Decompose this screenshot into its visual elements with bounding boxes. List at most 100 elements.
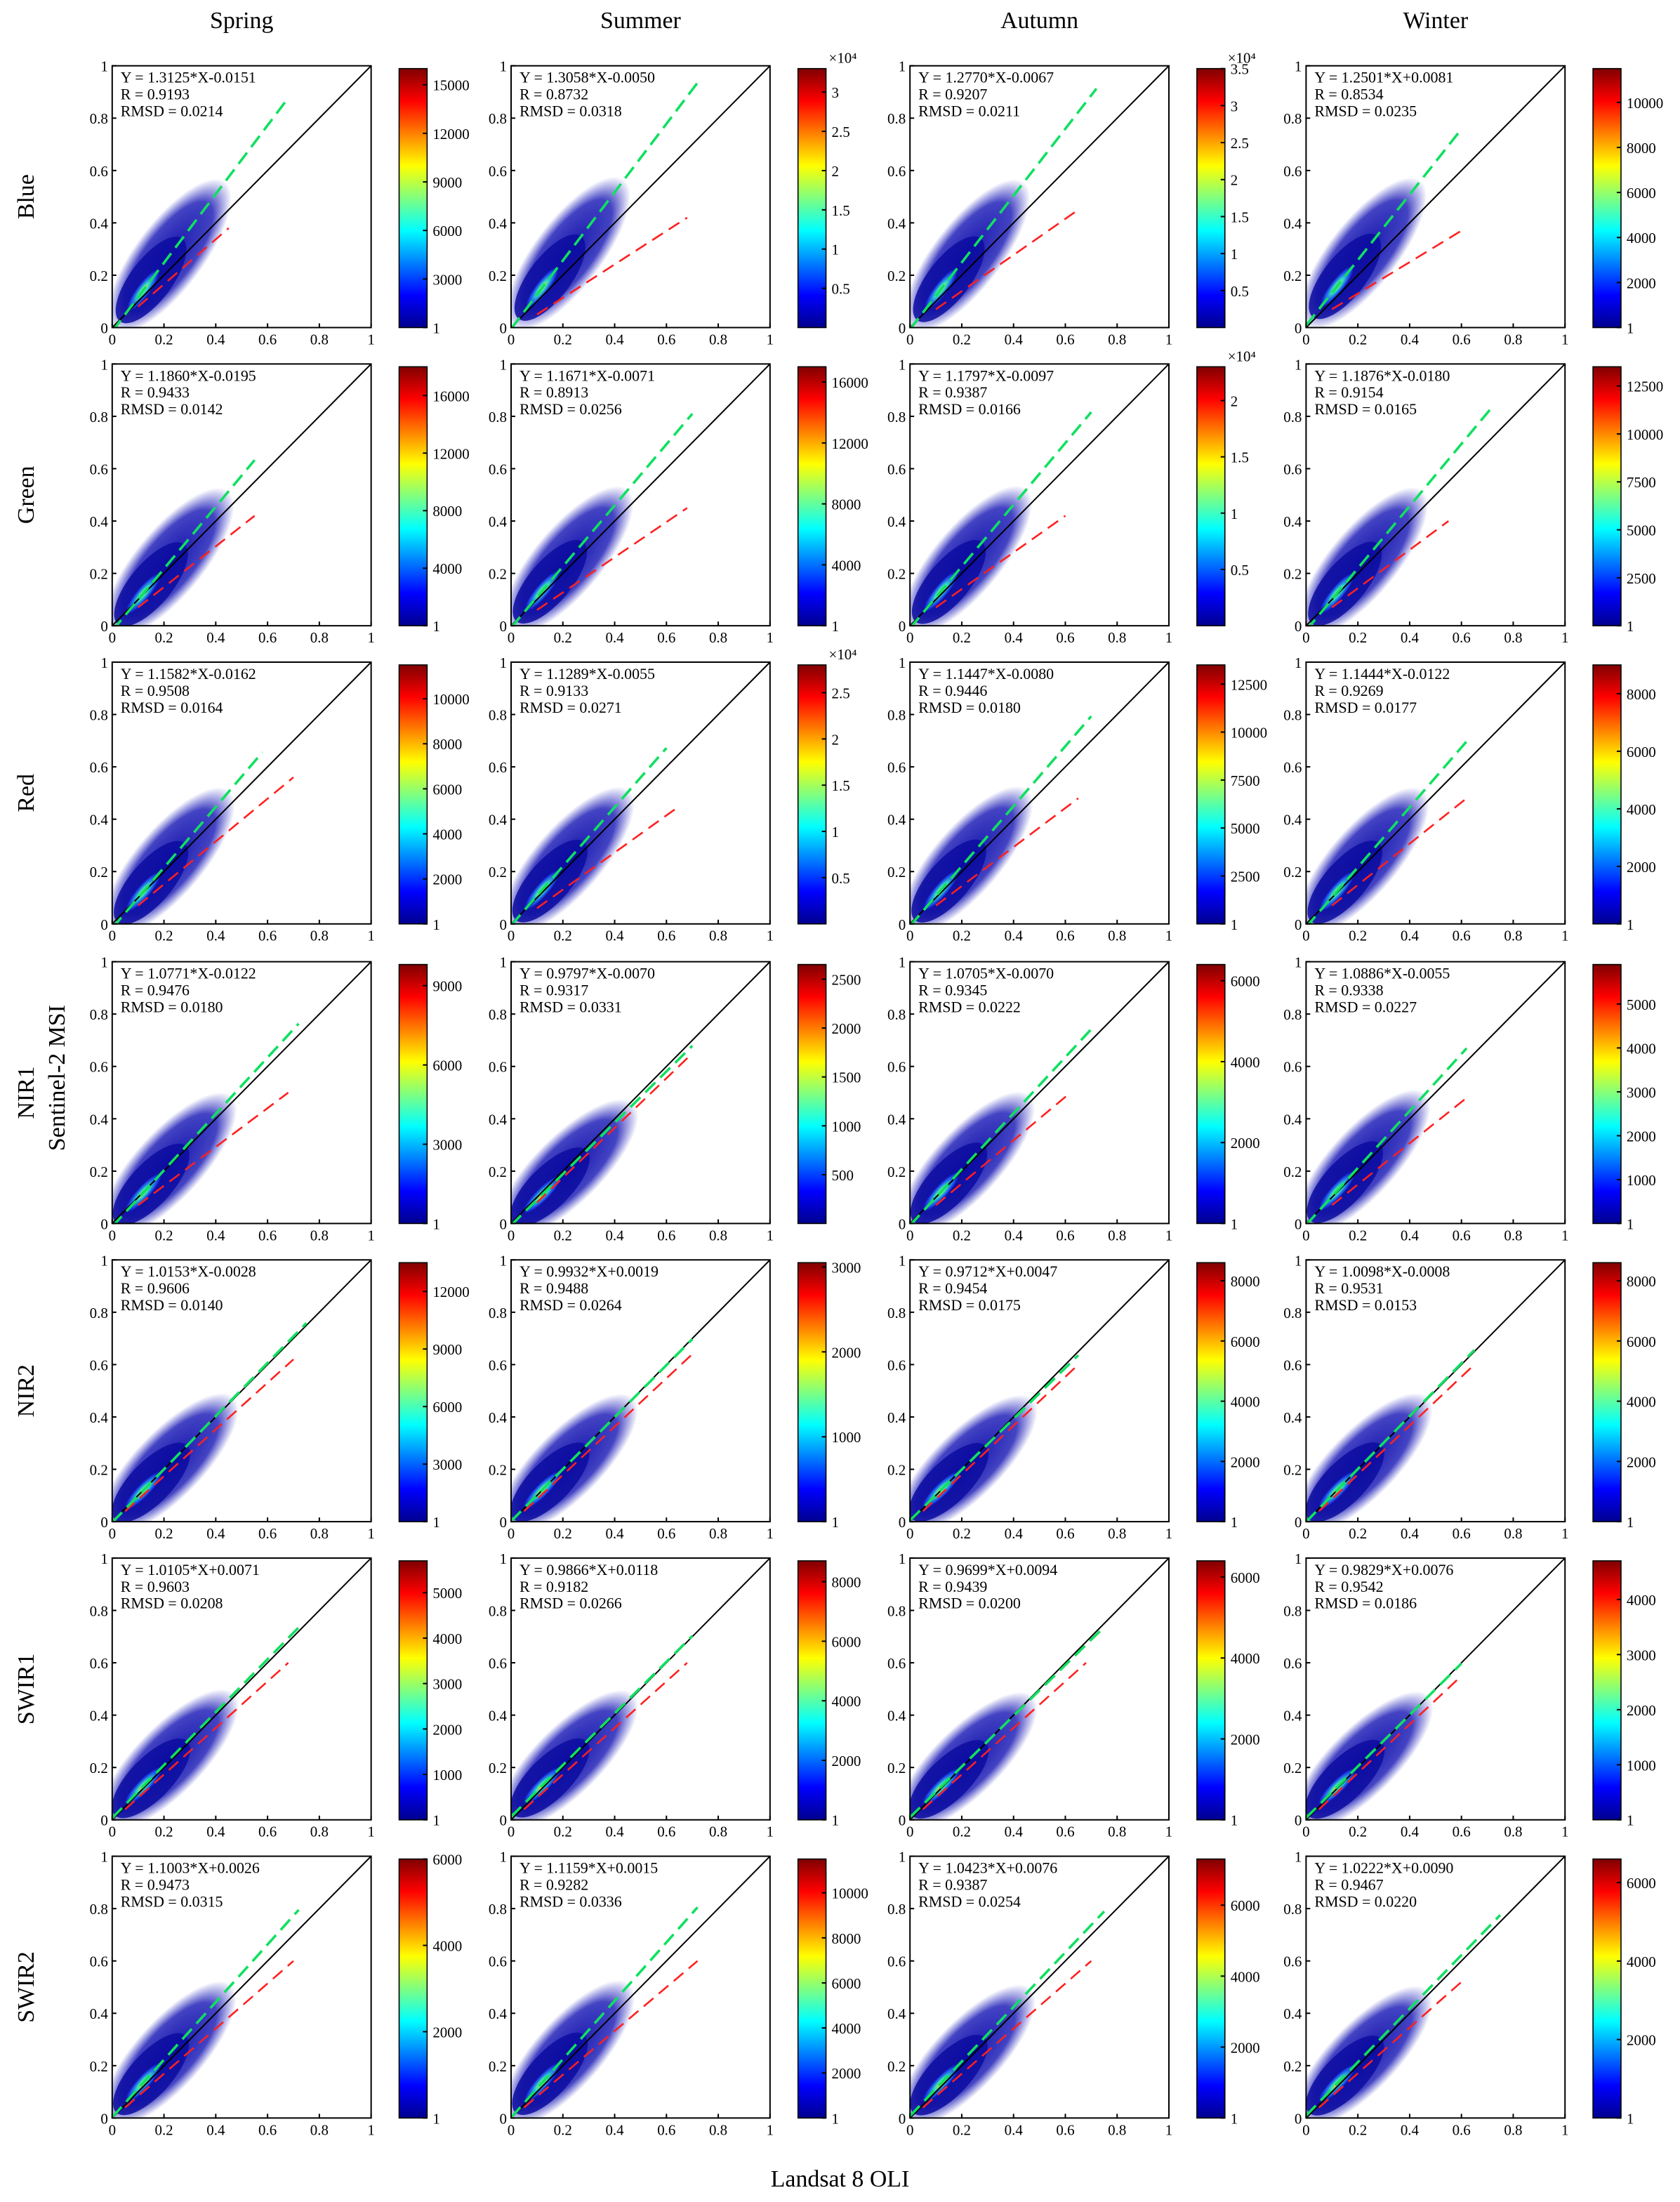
colorbar-tick-label: 1: [832, 824, 839, 840]
y-tick-label: 0.6: [90, 163, 108, 180]
one-to-one-line: [909, 661, 1170, 925]
x-tick-label: 0.6: [1056, 331, 1074, 348]
x-tick-label: 0: [109, 2121, 116, 2138]
x-tick-label: 0.6: [258, 629, 277, 646]
colorbar-tick-label: 2000: [1627, 1702, 1656, 1719]
x-tick-label: 0.4: [605, 1227, 624, 1244]
colorbar-tick-label: 1: [832, 242, 839, 258]
colorbar-tick-label: 10000: [1231, 725, 1267, 741]
colorbar-tick-label: 6000: [1627, 744, 1656, 760]
plot-frame: [111, 1855, 372, 2119]
y-tick-label: 0.8: [90, 1006, 108, 1023]
x-tick-label: 0.2: [953, 1824, 971, 1840]
y-tick-label: 0.6: [887, 1357, 906, 1373]
y-tick-label: 0.6: [1283, 1357, 1302, 1373]
row-label: NIR2: [13, 1364, 39, 1417]
x-tick-label: 0: [906, 928, 913, 944]
x-tick-label: 1: [1165, 1824, 1172, 1840]
y-tick-label: 0.8: [489, 707, 507, 724]
stat-text: R = 0.9439: [918, 1578, 987, 1595]
stat-text: Y = 1.0705*X-0.0070: [918, 965, 1054, 982]
x-tick-label: 0: [1302, 928, 1309, 944]
one-to-one-line: [510, 1855, 771, 2119]
y-tick-label: 0.8: [489, 1305, 507, 1321]
y-tick-label: 1: [899, 356, 906, 373]
colorbar-tick-label: 2.5: [832, 685, 850, 701]
colorbar-tick-label: 2000: [832, 1344, 861, 1361]
y-tick-label: 0: [1295, 916, 1302, 933]
y-tick-label: 0.6: [1283, 759, 1302, 776]
stat-text: Y = 1.1003*X+0.0026: [121, 1859, 260, 1876]
one-to-one-line: [1305, 1557, 1566, 1821]
colorbar-tick-label: 1: [432, 916, 439, 933]
stat-text: Y = 1.1159*X+0.0015: [520, 1859, 658, 1876]
colorbar-tick-label: 2000: [1231, 1453, 1260, 1470]
row-label: Red: [13, 774, 39, 812]
x-tick-label: 0.6: [1056, 2121, 1074, 2138]
y-tick-label: 0.4: [489, 1708, 508, 1725]
y-tick-label: 0: [100, 2110, 107, 2127]
x-tick-label: 1: [1561, 928, 1568, 944]
colorbar: [1196, 664, 1226, 925]
x-tick-label: 0: [906, 629, 913, 646]
stat-text: RMSD = 0.0214: [121, 102, 223, 119]
colorbar-tick-label: 16000: [432, 388, 469, 404]
column-title: Spring: [210, 8, 273, 34]
colorbar-tick-label: 1: [432, 2110, 439, 2127]
y-tick-label: 0.4: [90, 812, 109, 829]
x-tick-label: 0.8: [1108, 2121, 1126, 2138]
colorbar-tick-label: 5000: [1627, 996, 1656, 1013]
stat-text: RMSD = 0.0166: [918, 400, 1021, 418]
colorbar-tick-label: 1: [1627, 618, 1634, 635]
colorbar-tick-label: 6000: [432, 1057, 462, 1074]
stat-text: RMSD = 0.0208: [121, 1595, 223, 1612]
reference-line: [523, 1662, 688, 1810]
y-tick-label: 0.8: [1283, 1305, 1302, 1321]
y-tick-label: 0: [100, 1215, 107, 1232]
x-tick-label: 1: [767, 1824, 774, 1840]
x-tick-label: 0.6: [657, 1227, 675, 1244]
x-tick-label: 1: [1165, 331, 1172, 348]
colorbar-tick-label: 6000: [432, 1399, 462, 1416]
colorbar-tick-label: 2000: [832, 1020, 861, 1037]
y-tick-label: 0: [500, 618, 507, 635]
y-tick-label: 1: [1295, 954, 1302, 971]
y-tick-label: 0.8: [489, 1602, 507, 1619]
stat-text: RMSD = 0.0336: [520, 1892, 622, 1910]
colorbar: [797, 664, 827, 925]
colorbar-tick-label: 1: [832, 1514, 839, 1531]
stat-text: Y = 1.2770*X-0.0067: [918, 69, 1054, 86]
colorbar-tick-label: 1: [1627, 916, 1634, 933]
reference-line: [1331, 797, 1467, 906]
colorbar-tick-label: 1: [432, 319, 439, 336]
x-tick-label: 0.2: [154, 928, 173, 944]
x-tick-label: 0.8: [310, 331, 329, 348]
colorbar-tick-label: 4000: [1627, 230, 1656, 246]
colorbar-tick-label: 12000: [432, 126, 469, 143]
y-tick-label: 0.2: [887, 1760, 906, 1776]
y-tick-label: 0.4: [90, 215, 109, 232]
stat-text: R = 0.9387: [918, 383, 987, 401]
y-tick-label: 0.8: [887, 707, 906, 724]
fit-line: [113, 1022, 300, 1224]
x-tick-label: 1: [767, 629, 774, 646]
colorbar-tick-label: 1.5: [832, 202, 850, 219]
x-tick-label: 0.8: [709, 331, 727, 348]
stat-text: RMSD = 0.0211: [918, 102, 1020, 119]
x-tick-label: 0.4: [605, 928, 624, 944]
plot-frame: [1305, 1259, 1566, 1523]
colorbar-tick-label: 8000: [432, 736, 462, 753]
fit-line: [510, 1635, 694, 1818]
colorbar-tick-label: 1: [1627, 1514, 1634, 1531]
stat-text: RMSD = 0.0200: [918, 1595, 1021, 1612]
x-tick-label: 0.6: [1453, 331, 1471, 348]
y-tick-label: 1: [899, 1252, 906, 1269]
stat-text: R = 0.9345: [918, 981, 987, 998]
y-tick-label: 0.4: [887, 1409, 906, 1426]
colorbar-tick-label: 4000: [832, 2020, 861, 2037]
reference-line: [137, 777, 294, 906]
y-tick-label: 1: [100, 58, 107, 75]
x-tick-label: 0.6: [657, 1525, 675, 1542]
colorbar-tick-label: 3: [832, 84, 839, 101]
